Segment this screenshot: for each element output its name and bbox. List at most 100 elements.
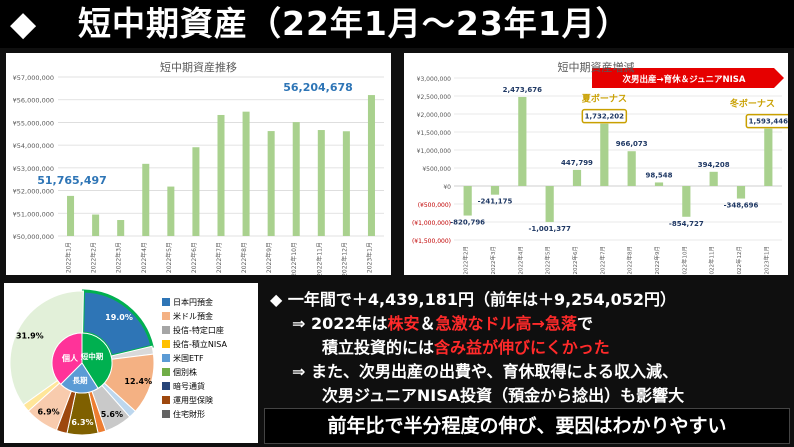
change-bar-1 (463, 186, 472, 216)
y-tick-label: ¥56,000,000 (13, 97, 54, 105)
legend-swatch (162, 354, 170, 362)
data-label: -1,001,377 (529, 225, 571, 233)
banner-text: 次男出産→育休＆ジュニアNISA (622, 74, 745, 85)
bar-6 (192, 147, 200, 236)
title-bar: ◆ 短中期資産（22年1月～23年1月） (0, 0, 794, 48)
x-tick-label: 2022年8月 (240, 242, 248, 273)
diamond-icon: ◆ (10, 4, 37, 44)
x-tick-label: 2022年5月 (165, 242, 173, 273)
slice-label: 5.6% (101, 410, 123, 419)
data-label: -241,175 (478, 198, 513, 206)
page-title: 短中期資産（22年1月～23年1月） (78, 4, 630, 43)
change-bar-11 (736, 186, 746, 199)
y-tick-label: ¥51,000,000 (13, 210, 54, 218)
legend-swatch (162, 312, 170, 320)
x-tick-label: 2022年4月 (516, 246, 524, 275)
change-bar-2 (490, 186, 500, 195)
legend-swatch (162, 326, 170, 334)
legend-label: 住宅財形 (173, 409, 205, 419)
asset-trend-chart-title: 短中期資産推移 (160, 61, 237, 74)
x-tick-label: 2022年2月 (462, 246, 470, 275)
x-tick-label: 2023年1月 (762, 246, 770, 275)
banner-arrow (592, 68, 784, 88)
change-bar-9 (682, 186, 691, 217)
summer-bonus-label: 夏ボーナス (581, 93, 627, 105)
asset-trend-chart-panel: 短中期資産推移 ¥50,000,000 ¥51,000,000 ¥52,000,00… (6, 53, 391, 277)
x-tick-label: 2023年1月 (365, 242, 373, 273)
legend-label: 投信-特定口座 (173, 325, 224, 335)
change-bar-4 (545, 186, 554, 223)
bullet-line-2: ⇒ 2022年は株安＆急激なドル高→急落で (292, 314, 593, 333)
change-bar-5 (572, 169, 582, 186)
legend-swatch (162, 298, 170, 306)
x-tick-label: 2022年9月 (265, 242, 273, 273)
slice-label: 31.9% (16, 331, 44, 340)
footer-conclusion: 前年比で半分程度の伸び、要因はわかりやすい (264, 408, 790, 444)
x-tick-label: 2022年1月 (65, 242, 73, 273)
y-tick-label: (¥1,000,000) (412, 220, 451, 227)
y-tick-label: ¥3,000,000 (417, 76, 452, 83)
asset-trend-chart: ¥50,000,000 ¥51,000,000 ¥52,000,000 ¥53,000… (13, 74, 384, 277)
y-tick-label: ¥53,000,000 (13, 165, 54, 173)
y-tick-label: (¥1,500,000) (412, 238, 451, 245)
y-tick-label: ¥2,000,000 (417, 112, 452, 119)
bar-2 (92, 214, 100, 236)
last-value-callout: 56,204,678 (283, 81, 353, 94)
y-tick-label: ¥1,500,000 (417, 130, 452, 137)
bullet-line-5: 次男ジュニアNISA投資（預金から捻出）も影響大 (322, 386, 685, 405)
data-label: 1,593,446 (749, 118, 788, 126)
bar-10 (292, 122, 300, 236)
data-label: 966,073 (616, 140, 648, 148)
data-label: 2,473,676 (503, 86, 543, 94)
legend-swatch (162, 410, 170, 418)
bar-8 (242, 111, 250, 236)
bar-9 (267, 131, 275, 236)
y-tick-label: ¥55,000,000 (13, 119, 54, 127)
y-tick-label: ¥2,500,000 (417, 94, 452, 101)
change-bar-7 (627, 151, 636, 186)
change-bar-3 (518, 96, 527, 186)
bullet-line-1: ◆ 一年間で＋4,439,181円（前年は＋9,254,052円） (270, 290, 677, 309)
bar-5 (167, 186, 175, 236)
x-tick-label: 2022年12月 (340, 242, 348, 275)
summary-bullets: ◆ 一年間で＋4,439,181円（前年は＋9,254,052円） ⇒ 2022… (264, 284, 790, 408)
bar-4 (142, 163, 150, 236)
legend-label: 日本円預金 (173, 297, 213, 307)
legend-label: 米国ETF (173, 353, 204, 363)
bullet-line-3: 積立投資的には含み益が伸びにくかった (322, 338, 610, 357)
data-label: -854,727 (669, 220, 704, 228)
bar-12 (342, 131, 350, 236)
legend-label: 米ドル預金 (173, 311, 213, 321)
y-tick-label: ¥1,000,000 (417, 148, 452, 155)
change-bar-6 (600, 123, 609, 186)
change-bar-10 (709, 171, 718, 186)
asset-change-chart: (¥1,500,000) (¥1,000,000) (¥500,000) ¥0 ¥500… (412, 68, 792, 278)
inner-label-shortmid: 短中期 (81, 351, 104, 361)
legend-swatch (162, 382, 170, 390)
data-label: -348,696 (724, 202, 759, 210)
legend-swatch (162, 396, 170, 404)
x-tick-label: 2022年2月 (90, 242, 98, 273)
x-tick-label: 2022年7月 (215, 242, 223, 273)
bar-1 (67, 195, 75, 236)
slice-label: 19.0% (105, 313, 133, 322)
legend-label: 個別株 (173, 367, 197, 377)
inner-slice-long (60, 362, 99, 394)
x-tick-label: 2022年6月 (190, 242, 198, 273)
x-tick-label: 2022年10月 (290, 242, 298, 275)
slice-label: 6.3% (71, 418, 93, 427)
legend-label: 投信-積立NISA (173, 339, 227, 349)
bullet-line-4: ⇒ また、次男出産の出費や、育休取得による収入減、 (292, 362, 679, 381)
legend-swatch (162, 368, 170, 376)
x-tick-label: 2022年8月 (626, 246, 634, 274)
y-tick-label: ¥0 (443, 184, 451, 191)
y-tick-label: ¥52,000,000 (13, 188, 54, 196)
y-tick-label: ¥50,000,000 (13, 233, 54, 241)
legend-label: 運用型保険 (173, 395, 213, 405)
data-label: 394,208 (698, 161, 730, 169)
slice-label: 12.4% (124, 377, 152, 386)
x-tick-label: 2022年7月 (598, 246, 606, 275)
bonus-highlight-box (581, 108, 628, 124)
change-bar-8 (654, 182, 664, 186)
